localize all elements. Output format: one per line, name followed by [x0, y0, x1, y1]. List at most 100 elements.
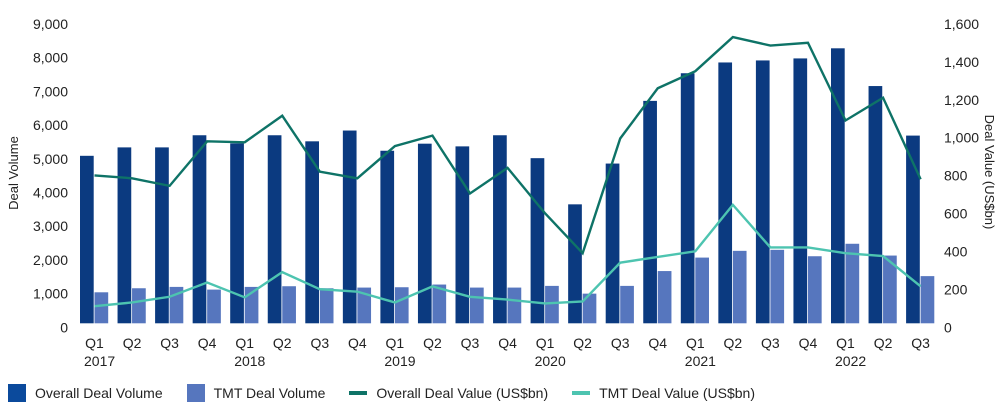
x-tick-label: Q3: [160, 335, 179, 351]
legend-item-tmt-value[interactable]: TMT Deal Value (US$bn): [572, 385, 755, 401]
overall-volume-bar: [267, 135, 282, 324]
x-tick-label: Q1: [386, 335, 405, 351]
overall-volume-bar: [455, 146, 470, 324]
x-tick-label: Q3: [611, 335, 630, 351]
x-tick-label: Q3: [911, 335, 930, 351]
legend-label: TMT Deal Value (US$bn): [599, 385, 755, 401]
legend-item-overall-value[interactable]: Overall Deal Value (US$bn): [349, 385, 548, 401]
year-label: 2019: [384, 353, 415, 369]
legend-item-overall-volume[interactable]: Overall Deal Volume: [8, 384, 163, 402]
left-tick-label: 5,000: [33, 151, 68, 167]
right-tick-label: 1,000: [944, 130, 979, 146]
year-label: 2018: [234, 353, 265, 369]
overall-volume-bar: [530, 158, 545, 324]
legend-swatch-overall-volume: [8, 384, 26, 402]
left-tick-label: 1,000: [33, 286, 68, 302]
overall-volume-bar: [493, 135, 507, 324]
year-label: 2017: [84, 353, 115, 369]
overall-value-line: [94, 35, 922, 256]
x-tick-label: Q4: [799, 335, 818, 351]
x-axis: Q1 Q2 Q3 Q4 Q1 Q2 Q3 Q4 Q1 Q2 Q3 Q4 Q1 Q2 Q3 Q4 Q1 Q2 Q3 Q4…: [84, 335, 930, 369]
overall-volume-bar: [417, 143, 432, 324]
x-tick-label: Q4: [198, 335, 217, 351]
right-tick-label: 0: [944, 319, 952, 335]
x-tick-label: Q1: [536, 335, 555, 351]
overall-volume-bar: [155, 147, 169, 324]
tmt-volume-bar: [319, 288, 334, 324]
legend-swatch-tmt-volume: [186, 384, 205, 402]
overall-volume-bar: [718, 62, 733, 324]
x-tick-label: Q2: [724, 335, 743, 351]
year-label: 2021: [685, 353, 716, 369]
tmt-volume-bar: [545, 285, 559, 324]
x-tick-label: Q2: [123, 335, 142, 351]
overall-volume-bar: [868, 86, 883, 324]
legend-label: TMT Deal Volume: [213, 385, 326, 401]
left-axis: 0 1,000 2,000 3,000 4,000 5,000 6,000 7,000 8,00…: [33, 16, 68, 335]
tmt-volume-bar: [732, 250, 747, 324]
overall-volume-bar: [605, 163, 620, 324]
x-tick-label: Q1: [686, 335, 705, 351]
overall-volume-bar: [230, 143, 244, 324]
overall-volume-bar: [831, 48, 845, 324]
combo-chart: 0 1,000 2,000 3,000 4,000 5,000 6,000 7,000 8,00…: [6, 16, 997, 369]
legend: Overall Deal Volume TMT Deal Volume Over…: [8, 384, 779, 402]
x-tick-label: Q2: [423, 335, 442, 351]
legend-line-tmt-value: [572, 391, 591, 395]
x-tick-label: Q1: [85, 335, 104, 351]
overall-volume-bar: [568, 204, 582, 324]
right-tick-label: 1,400: [944, 54, 979, 70]
tmt-volume-bar: [132, 288, 146, 324]
overall-volume-bar: [117, 147, 132, 324]
x-tick-label: Q1: [836, 335, 855, 351]
tmt-volume-bar: [394, 287, 409, 324]
tmt-volume-bar: [845, 243, 860, 324]
x-tick-label: Q4: [348, 335, 367, 351]
right-tick-label: 1,600: [944, 16, 979, 32]
tmt-volume-bar: [620, 285, 634, 324]
tmt-volume-bar: [657, 271, 672, 324]
x-tick-label: Q3: [761, 335, 780, 351]
overall-volume-bar: [192, 135, 207, 324]
lines-layer: [94, 35, 922, 308]
left-tick-label: 4,000: [33, 185, 68, 201]
left-tick-label: 3,000: [33, 218, 68, 234]
overall-volume-bar: [380, 150, 395, 324]
legend-item-tmt-volume[interactable]: TMT Deal Volume: [186, 384, 326, 402]
legend-line-overall-value: [349, 391, 368, 395]
overall-volume-bar: [342, 130, 357, 324]
left-tick-label: 8,000: [33, 50, 68, 66]
left-axis-title: Deal Volume: [6, 136, 21, 210]
right-tick-label: 800: [944, 168, 968, 184]
right-axis-title: Deal Value (US$bn): [982, 115, 997, 230]
overall-volume-bar: [643, 100, 657, 324]
right-axis: 0 200 400 600 800 1,000 1,200 1,400 1,600: [944, 16, 979, 335]
year-label: 2022: [835, 353, 866, 369]
x-tick-label: Q2: [874, 335, 893, 351]
tmt-volume-bar: [883, 255, 897, 324]
overall-volume-bar: [793, 58, 808, 324]
x-tick-label: Q2: [573, 335, 592, 351]
left-tick-label: 0: [60, 319, 68, 335]
left-tick-label: 9,000: [33, 16, 68, 32]
tmt-volume-bar: [695, 257, 709, 324]
tmt-volume-bar: [357, 287, 372, 324]
tmt-volume-bar: [507, 287, 522, 324]
overall-volume-bar: [80, 155, 94, 324]
x-tick-label: Q2: [273, 335, 292, 351]
tmt-volume-bar: [582, 293, 597, 324]
tmt-volume-bar: [807, 256, 822, 324]
tmt-volume-bar: [470, 287, 484, 324]
x-tick-label: Q4: [498, 335, 517, 351]
left-tick-label: 7,000: [33, 83, 68, 99]
tmt-volume-bar: [94, 292, 109, 324]
tmt-volume-bar: [920, 276, 935, 324]
tmt-volume-bar: [207, 289, 221, 324]
tmt-volume-bar: [282, 286, 296, 324]
legend-label: Overall Deal Volume: [35, 385, 163, 401]
tmt-value-line: [94, 202, 922, 308]
overall-volume-bar: [305, 141, 319, 324]
year-label: 2020: [535, 353, 566, 369]
tmt-volume-bar: [432, 284, 447, 324]
overall-volume-bar: [680, 73, 695, 324]
